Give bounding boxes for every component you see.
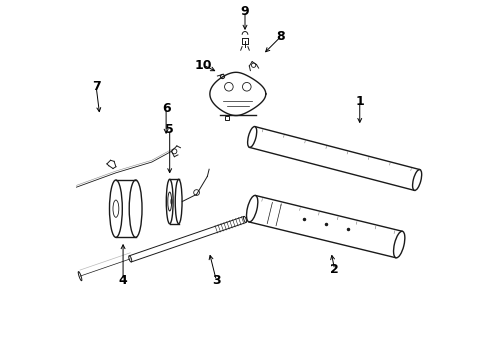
Text: 3: 3 <box>212 274 220 287</box>
Text: 1: 1 <box>355 95 364 108</box>
Text: 9: 9 <box>241 5 249 18</box>
Text: 7: 7 <box>92 80 100 93</box>
Text: 6: 6 <box>162 102 171 115</box>
Text: 5: 5 <box>165 123 174 136</box>
Text: 2: 2 <box>330 263 339 276</box>
Text: 4: 4 <box>119 274 127 287</box>
Text: 10: 10 <box>195 59 213 72</box>
Text: 8: 8 <box>276 30 285 43</box>
